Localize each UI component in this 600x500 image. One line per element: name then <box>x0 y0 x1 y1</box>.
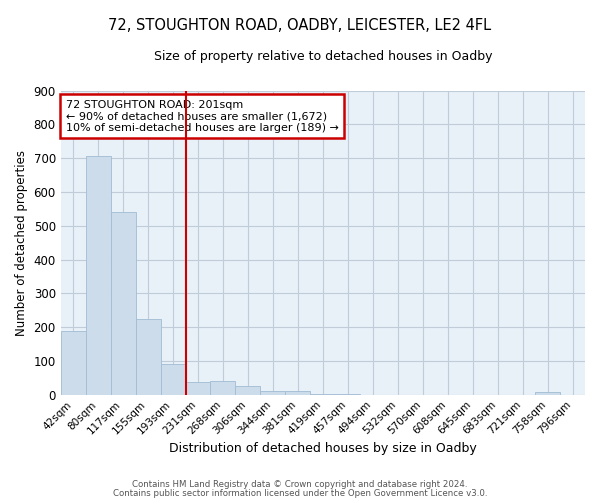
Bar <box>61 330 86 394</box>
Text: 72 STOUGHTON ROAD: 201sqm
← 90% of detached houses are smaller (1,672)
10% of se: 72 STOUGHTON ROAD: 201sqm ← 90% of detac… <box>66 100 339 133</box>
Bar <box>211 381 235 394</box>
Bar <box>260 390 286 394</box>
Bar <box>110 212 136 394</box>
Bar <box>185 382 211 394</box>
Text: Contains public sector information licensed under the Open Government Licence v3: Contains public sector information licen… <box>113 488 487 498</box>
Bar <box>535 392 560 394</box>
Bar <box>235 386 260 394</box>
Text: Contains HM Land Registry data © Crown copyright and database right 2024.: Contains HM Land Registry data © Crown c… <box>132 480 468 489</box>
Title: Size of property relative to detached houses in Oadby: Size of property relative to detached ho… <box>154 50 492 63</box>
Bar <box>161 364 185 394</box>
Bar <box>286 390 310 394</box>
X-axis label: Distribution of detached houses by size in Oadby: Distribution of detached houses by size … <box>169 442 477 455</box>
Text: 72, STOUGHTON ROAD, OADBY, LEICESTER, LE2 4FL: 72, STOUGHTON ROAD, OADBY, LEICESTER, LE… <box>109 18 491 32</box>
Bar <box>86 156 110 394</box>
Y-axis label: Number of detached properties: Number of detached properties <box>15 150 28 336</box>
Bar <box>136 318 161 394</box>
